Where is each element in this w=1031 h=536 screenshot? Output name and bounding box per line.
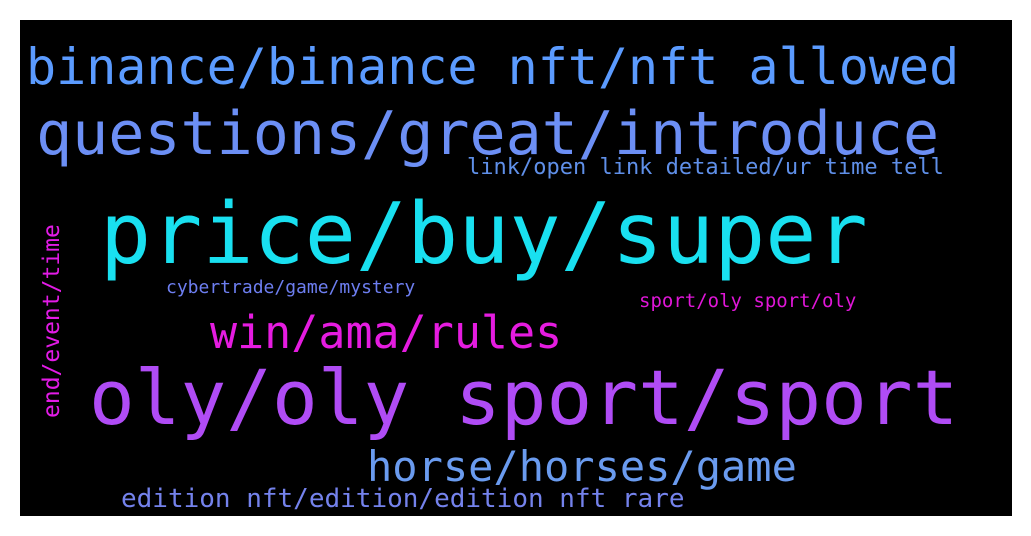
word-edition: edition nft/edition/edition nft rare (121, 484, 685, 514)
word-questions: questions/great/introduce (36, 99, 940, 169)
word-end-event: end/event/time (39, 224, 65, 418)
word-win: win/ama/rules (210, 306, 563, 359)
word-oly: oly/oly sport/sport (89, 353, 959, 442)
word-cybertrade: cybertrade/game/mystery (166, 277, 416, 298)
word-price: price/buy/super (100, 185, 868, 284)
word-binance: binance/binance nft/nft allowed (26, 38, 960, 96)
word-horse: horse/horses/game (367, 442, 797, 491)
word-sport-oly: sport/oly sport/oly (639, 290, 857, 312)
word-link: link/open link detailed/ur time tell (467, 155, 944, 180)
word-cloud: binance/binance nft/nft allowed question… (20, 20, 1012, 516)
